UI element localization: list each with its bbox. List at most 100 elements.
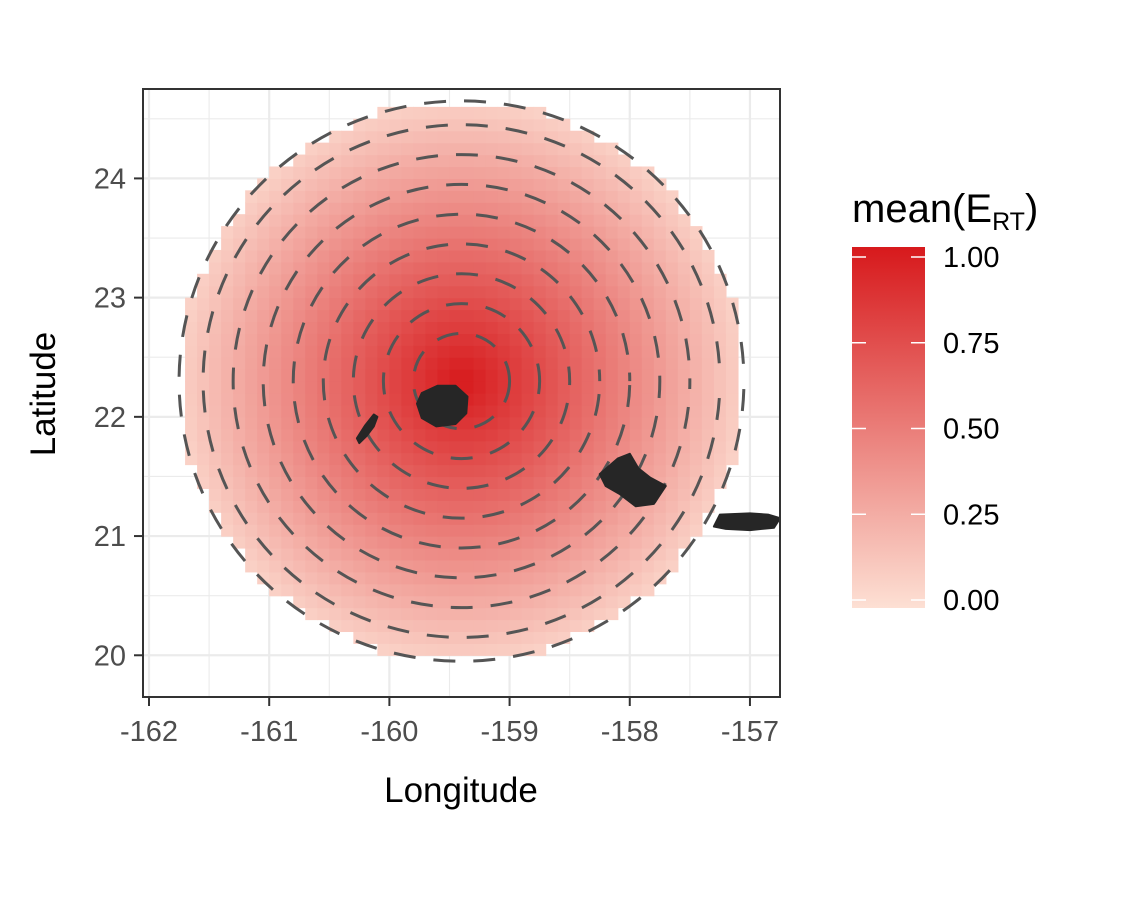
heatmap-cell: [521, 345, 535, 358]
heatmap-cell: [557, 381, 571, 394]
heatmap-cell: [185, 381, 198, 394]
heatmap-cell: [245, 249, 258, 263]
heatmap-cell: [221, 321, 234, 334]
heatmap-cell: [341, 285, 354, 299]
heatmap-cell: [461, 142, 475, 156]
heatmap-cell: [473, 166, 487, 180]
heatmap-cell: [233, 309, 246, 323]
heatmap-cell: [245, 524, 258, 537]
heatmap-cell: [389, 500, 403, 513]
heatmap-cell: [509, 607, 523, 621]
heatmap-cell: [509, 393, 523, 406]
heatmap-cell: [653, 285, 667, 299]
heatmap-cell: [281, 214, 294, 227]
heatmap-cell: [593, 273, 607, 287]
heatmap-cell: [245, 512, 258, 525]
heatmap-cell: [329, 404, 342, 418]
heatmap-cell: [389, 547, 403, 561]
heatmap-cell: [557, 369, 571, 382]
heatmap-cell: [269, 440, 282, 454]
heatmap-cell: [629, 202, 643, 215]
heatmap-cell: [545, 631, 559, 644]
heatmap-cell: [413, 559, 427, 573]
heatmap-cell: [497, 214, 511, 227]
heatmap-cell: [569, 536, 583, 549]
heatmap-cell: [401, 452, 415, 466]
heatmap-cell: [689, 440, 703, 454]
island-niihau: [355, 413, 379, 445]
heatmap-cell: [641, 524, 655, 537]
heatmap-cell: [293, 476, 306, 489]
contour-line: [231, 153, 692, 610]
heatmap-cell: [533, 607, 547, 621]
heatmap-cell: [209, 416, 222, 430]
heatmap-cell: [245, 369, 258, 382]
heatmap-cell: [605, 607, 619, 621]
x-tick-label: -162: [120, 716, 178, 748]
heatmap-cell: [473, 619, 487, 633]
heatmap-cell: [617, 166, 631, 180]
heatmap-cell: [245, 428, 258, 442]
heatmap-cell: [413, 238, 427, 251]
heatmap-cell: [401, 381, 415, 394]
heatmap-cell: [305, 404, 318, 418]
heatmap-cell: [353, 416, 366, 430]
heatmap-cell: [329, 273, 342, 287]
heatmap-cell: [665, 393, 679, 406]
heatmap-cell: [725, 416, 739, 430]
heatmap-cell: [605, 345, 619, 358]
heatmap-cell: [557, 345, 571, 358]
heatmap-cell: [341, 559, 354, 573]
heatmap-cell: [257, 297, 270, 311]
heatmap-cell: [569, 381, 583, 394]
heatmap-cell: [257, 285, 270, 299]
heatmap-cell: [641, 261, 655, 275]
heatmap-cell: [377, 393, 390, 406]
heatmap-cell: [329, 214, 342, 227]
heatmap-cell: [185, 309, 198, 323]
heatmap-cell: [677, 500, 691, 513]
heatmap-cell: [701, 416, 715, 430]
heatmap-cell: [353, 130, 366, 144]
heatmap-cell: [653, 536, 667, 549]
heatmap-cell: [365, 476, 378, 489]
heatmap-cell: [449, 214, 463, 227]
heatmap-cell: [221, 345, 234, 358]
heatmap-cell: [365, 595, 378, 609]
heatmap-cell: [269, 571, 282, 585]
heatmap-cell: [641, 428, 655, 442]
heatmap-cell: [557, 559, 571, 573]
heatmap-cell: [629, 536, 643, 549]
heatmap-cell: [689, 500, 703, 513]
legend-label: 0.75: [943, 328, 999, 360]
heatmap-cell: [281, 166, 294, 180]
heatmap-cell: [401, 142, 415, 156]
heatmap-cell: [401, 202, 415, 215]
heatmap-cell: [365, 118, 378, 132]
heatmap-cell: [461, 226, 475, 239]
heatmap-cell: [497, 285, 511, 299]
heatmap-cell: [617, 238, 631, 251]
heatmap-cell: [521, 476, 535, 489]
heatmap-cell: [497, 643, 511, 656]
heatmap-cell: [569, 583, 583, 597]
heatmap-cell: [293, 249, 306, 263]
heatmap-cell: [437, 643, 451, 656]
heatmap-cell: [533, 285, 547, 299]
heatmap-cell: [497, 106, 511, 120]
heatmap-cell: [617, 154, 631, 168]
heatmap-cell: [521, 321, 535, 334]
heatmap-cell: [305, 249, 318, 263]
heatmap-cell: [521, 166, 535, 180]
heatmap-cell: [689, 416, 703, 430]
heatmap-cell: [485, 261, 499, 275]
heatmap-cell: [365, 619, 378, 633]
heatmap-cell: [197, 416, 210, 430]
heatmap-cell: [713, 369, 727, 382]
heatmap-cell: [533, 321, 547, 334]
heatmap-cell: [269, 512, 282, 525]
heatmap-cell: [329, 345, 342, 358]
heatmap-cell: [365, 333, 378, 346]
heatmap-cell: [449, 190, 463, 203]
heatmap-cell: [641, 440, 655, 454]
